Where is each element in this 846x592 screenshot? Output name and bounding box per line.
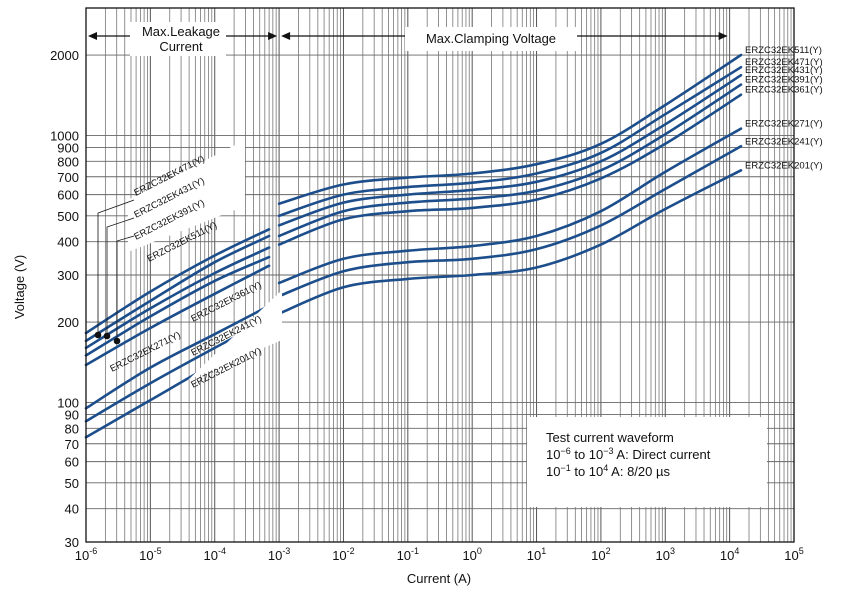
y-tick-label: 60 [65, 455, 79, 470]
curves [84, 53, 743, 439]
y-tick-label: 40 [65, 502, 79, 517]
series-line-leakage [84, 264, 271, 367]
leader-dot [94, 331, 102, 339]
x-tick-label: 105 [784, 546, 803, 563]
series-label: ERZC32EK271(Y) [745, 119, 823, 130]
leader-line [116, 235, 135, 341]
leader-line [106, 217, 135, 336]
x-tick-label: 10-3 [268, 546, 290, 563]
y-axis-label: Voltage (V) [12, 255, 27, 319]
series-line-clamping [277, 93, 743, 246]
label-backgrounds [128, 22, 767, 507]
y-tick-label: 500 [57, 209, 79, 224]
x-tick-label: 104 [720, 546, 739, 563]
series-line-clamping [277, 169, 743, 315]
annotation-pulse: 10−1 to 104 A: 8/20 µs [546, 463, 670, 479]
x-tick-label: 10-1 [397, 546, 419, 563]
x-tick-label: 102 [591, 546, 610, 563]
y-tick-label: 200 [57, 315, 79, 330]
series-label: ERZC32EK201(Y) [745, 160, 823, 171]
y-tick-label: 1000 [50, 128, 79, 143]
leader-dot [113, 337, 121, 345]
x-tick-label: 101 [527, 546, 546, 563]
clamping-region-label: Max.Clamping Voltage [426, 31, 556, 46]
series-line-clamping [277, 73, 743, 227]
y-tick-label: 400 [57, 235, 79, 250]
leakage-label-bg-lower [188, 290, 282, 380]
y-tick-label: 90 [65, 408, 79, 423]
series-line-leakage [84, 246, 271, 350]
x-tick-label: 10-4 [203, 546, 225, 563]
x-axis-label: Current (A) [407, 571, 471, 586]
y-tick-label: 700 [57, 170, 79, 185]
leakage-region-label-bg [130, 22, 226, 56]
x-tick-label: 100 [462, 546, 481, 563]
series-line-leakage [84, 228, 271, 335]
annotation-dc: 10−6 to 10−3 A: Direct current [546, 446, 711, 462]
plot-frame [85, 7, 795, 543]
annotation-title: Test current waveform [546, 430, 674, 445]
grid [85, 8, 794, 542]
leader-dot [103, 332, 111, 340]
clamping-region-label-bg [405, 27, 577, 51]
series-line-clamping [277, 127, 743, 285]
arrowhead [281, 32, 291, 40]
x-tick-label: 103 [656, 546, 675, 563]
axes: 3040506070809010020030040050060070080090… [50, 7, 804, 563]
series-label: ERZC32EK391(Y) [745, 75, 823, 86]
y-tick-label: 70 [65, 437, 79, 452]
x-tick-label: 10-6 [75, 546, 97, 563]
series-line-clamping [277, 53, 743, 205]
x-tick-label: 10-2 [332, 546, 354, 563]
y-tick-label: 50 [65, 476, 79, 491]
series-line-clamping [277, 145, 743, 298]
series-line-clamping [277, 65, 743, 218]
arrowhead [88, 32, 97, 40]
leakage-region-label: Max.Leakage [142, 24, 220, 39]
series-line-leakage [84, 255, 271, 357]
y-tick-label: 900 [57, 141, 79, 156]
leakage-label-bg-upper [128, 140, 245, 252]
series-label: ERZC32EK361(Y) [745, 85, 823, 96]
y-tick-label: 600 [57, 188, 79, 203]
y-tick-label: 80 [65, 421, 79, 436]
y-tick-label: 300 [57, 268, 79, 283]
series-label: ERZC32EK471(Y) [745, 57, 823, 68]
arrowhead [718, 32, 728, 40]
y-tick-label: 30 [65, 535, 79, 550]
arrowhead [268, 32, 278, 40]
y-tick-label: 2000 [50, 48, 79, 63]
x-tick-label: 10-5 [139, 546, 161, 563]
series-line-clamping [277, 83, 743, 238]
test-waveform-box [527, 417, 767, 507]
series-line-leakage [84, 304, 271, 410]
leakage-region-label: Current [159, 39, 203, 54]
y-tick-label: 800 [57, 154, 79, 169]
series-label: ERZC32EK511(Y) [745, 45, 822, 56]
series-label: ERZC32EK241(Y) [745, 136, 823, 147]
y-tick-label: 100 [57, 395, 79, 410]
series-label: ERZC32EK431(Y) [745, 65, 823, 76]
leader-line [97, 199, 135, 335]
series-line-leakage [84, 234, 271, 343]
